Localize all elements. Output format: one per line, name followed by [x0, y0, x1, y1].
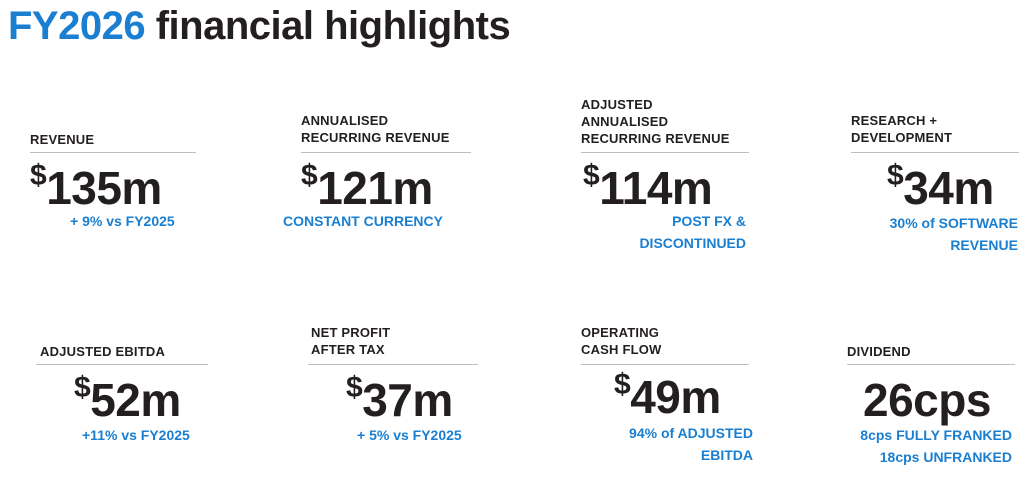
divider [308, 364, 478, 365]
metric-label: RESEARCH + DEVELOPMENT [851, 113, 953, 145]
metric-note: 30% of SOFTWARE REVENUE [889, 215, 1018, 253]
metric-value: $121m [301, 159, 433, 214]
metric-value: $114m [583, 159, 713, 214]
metric-label: REVENUE [30, 132, 95, 147]
metric-note: + 5% vs FY2025 [357, 427, 462, 443]
metric-label: ADJUSTED EBITDA [40, 344, 166, 359]
metric-value: $135m [30, 159, 162, 214]
metric-value: $34m [887, 159, 994, 214]
divider [30, 152, 196, 153]
metric-note: POST FX & DISCONTINUED [639, 213, 746, 251]
divider [581, 152, 749, 153]
metric-label: NET PROFIT AFTER TAX [311, 325, 391, 357]
page-title: FY2026 financial highlights [8, 2, 511, 50]
divider [36, 364, 208, 365]
metric-label: OPERATING CASH FLOW [581, 325, 662, 357]
metric-label: ADJUSTED ANNUALISED RECURRING REVENUE [581, 97, 730, 146]
divider [847, 364, 1015, 365]
metric-note: +11% vs FY2025 [82, 427, 190, 443]
metric-note: 94% of ADJUSTED EBITDA [629, 425, 753, 463]
title-text: financial highlights [155, 4, 511, 48]
metric-value: $37m [346, 371, 453, 426]
divider [581, 364, 749, 365]
divider [851, 152, 1019, 153]
metric-note: + 9% vs FY2025 [70, 213, 175, 229]
metric-label: ANNUALISED RECURRING REVENUE [301, 113, 450, 145]
metric-value: 26cps [863, 374, 991, 426]
metric-value: $52m [74, 371, 181, 426]
metric-note: CONSTANT CURRENCY [283, 213, 443, 229]
divider [301, 152, 471, 153]
metric-note: 8cps FULLY FRANKED 18cps UNFRANKED [860, 427, 1012, 465]
title-year: FY2026 [8, 4, 146, 48]
metric-value: $49m [614, 368, 721, 423]
metric-label: DIVIDEND [847, 344, 911, 359]
